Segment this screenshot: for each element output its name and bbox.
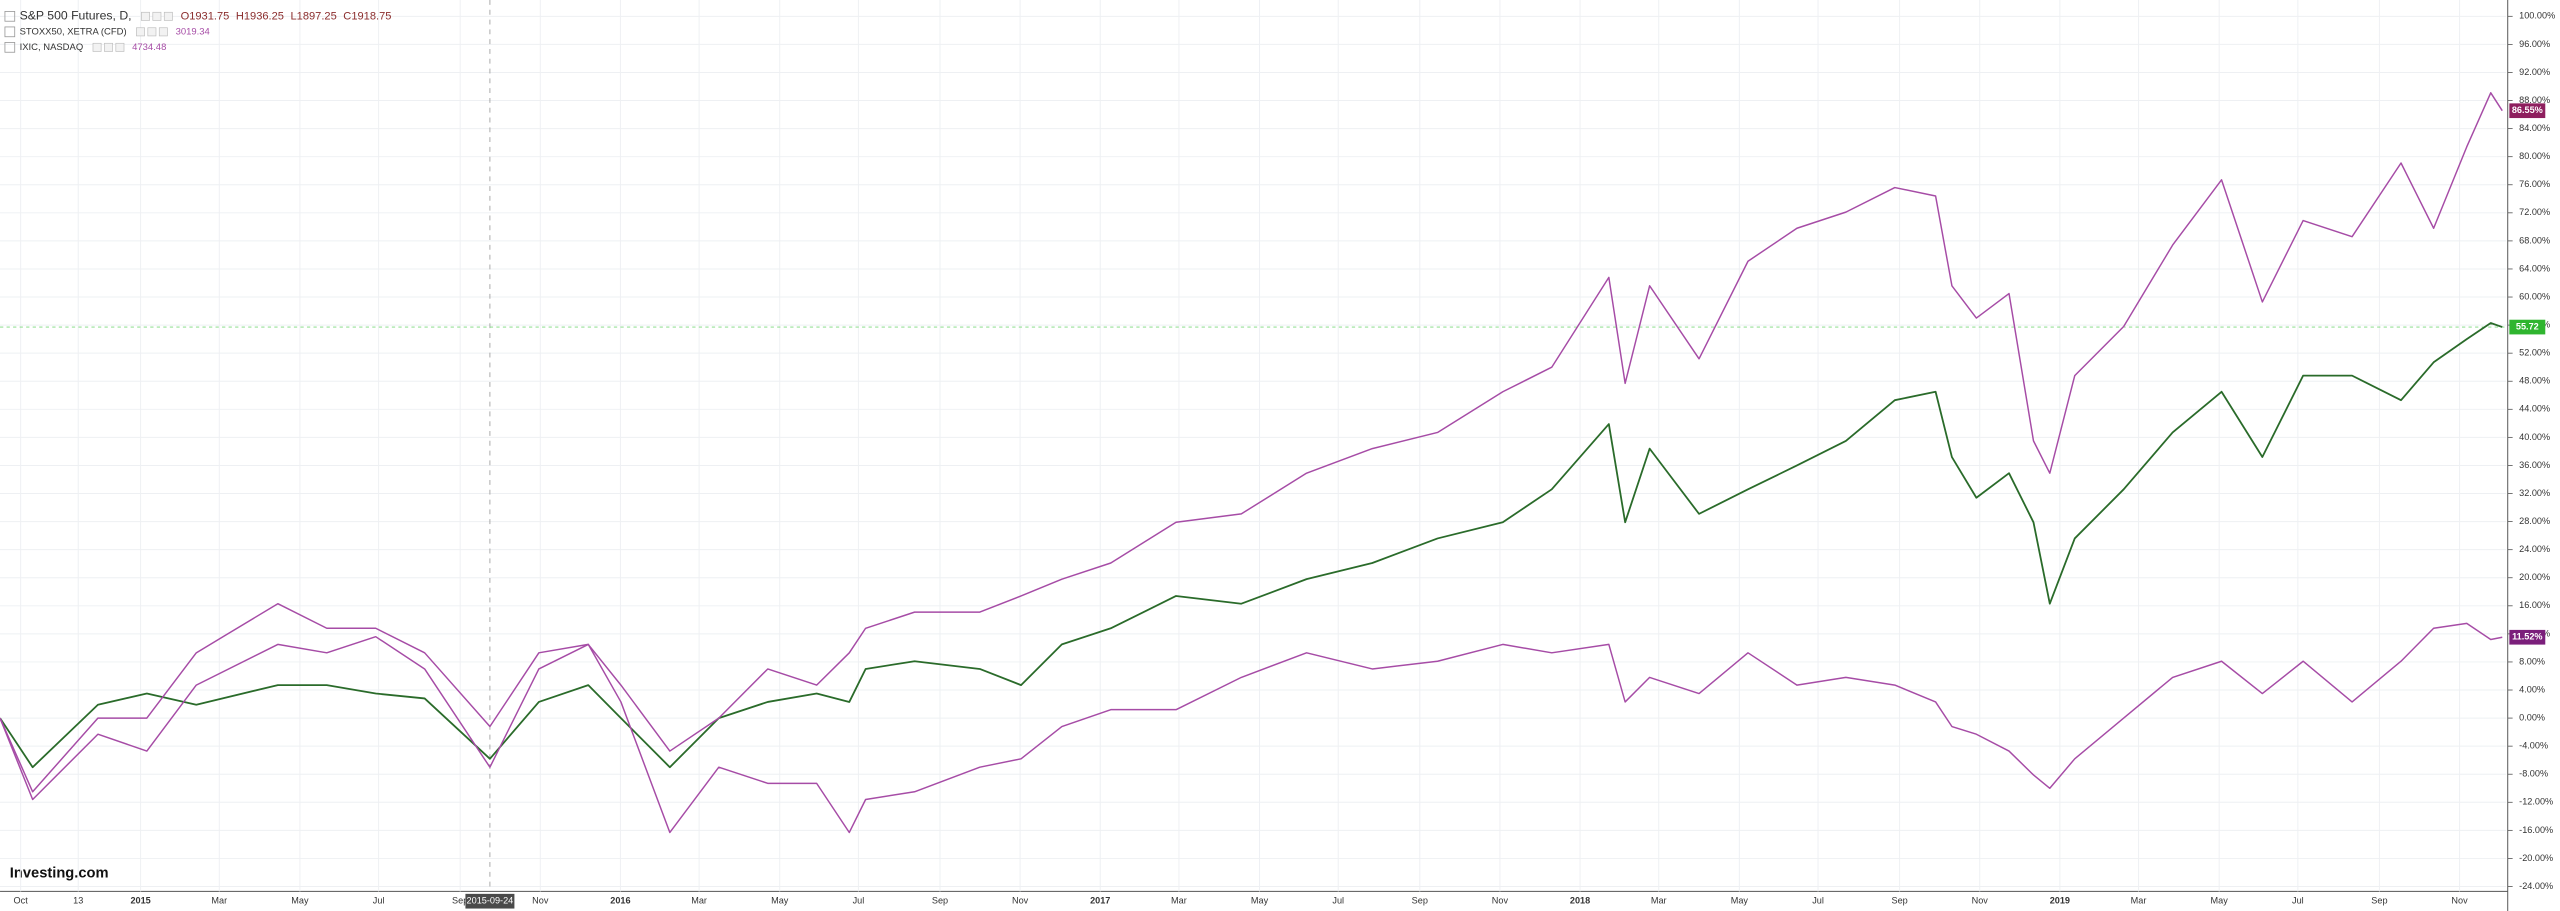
legend-value: 3019.34 — [176, 26, 210, 37]
end-label: 11.52% — [2512, 632, 2542, 642]
legend-toggle[interactable] — [4, 26, 16, 38]
end-label: 55.72 — [2516, 321, 2539, 331]
x-tick-label: 13 — [73, 896, 83, 906]
y-tick-label: -4.00% — [2519, 741, 2548, 751]
y-tick-label: 96.00% — [2519, 39, 2550, 49]
legend-button[interactable] — [152, 11, 162, 21]
x-tick-label: 2018 — [1570, 896, 1590, 906]
y-tick-label: 40.00% — [2519, 432, 2550, 442]
y-tick-label: 88.00% — [2519, 95, 2550, 105]
x-tick-label: May — [2211, 896, 2229, 906]
y-tick-label: -24.00% — [2519, 881, 2553, 891]
series-line — [0, 622, 2503, 834]
legend-button[interactable] — [92, 42, 102, 52]
legend-ohlc: C1918.75 — [343, 10, 391, 22]
y-tick-label: 84.00% — [2519, 123, 2550, 133]
y-tick-label: 76.00% — [2519, 179, 2550, 189]
series-line — [0, 92, 2503, 793]
y-tick-label: 0.00% — [2519, 713, 2545, 723]
y-tick-label: 48.00% — [2519, 376, 2550, 386]
x-tick-label: 2019 — [2050, 896, 2070, 906]
legend-button[interactable] — [141, 11, 150, 21]
legend: S&P 500 Futures, D, O1931.75 H1936.25 L1897… — [4, 9, 391, 53]
x-tick-label: Sep — [452, 896, 468, 906]
x-tick-label: Oct — [14, 896, 29, 906]
y-tick-label: 36.00% — [2519, 460, 2550, 470]
x-tick-label: Sep — [1412, 896, 1428, 906]
legend-name: IXIC, NASDAQ — [20, 42, 84, 53]
legend-button[interactable] — [115, 42, 125, 52]
legend-ohlc: O1931.75 — [181, 10, 230, 22]
x-tick-label: Nov — [532, 896, 549, 906]
legend-button[interactable] — [147, 27, 157, 37]
x-tick-label: May — [1251, 896, 1269, 906]
y-tick-label: 92.00% — [2519, 67, 2550, 77]
x-tick-label: 2015 — [130, 896, 150, 906]
legend-button[interactable] — [163, 11, 173, 21]
legend-name: S&P 500 Futures, D, — [20, 9, 132, 23]
x-tick-label: Sep — [2371, 896, 2387, 906]
x-tick-label: Sep — [1891, 896, 1907, 906]
y-tick-label: 68.00% — [2519, 235, 2550, 245]
legend-value: 4734.48 — [132, 42, 166, 53]
y-tick-label: 16.00% — [2519, 600, 2550, 610]
y-tick-label: 80.00% — [2519, 151, 2550, 161]
y-tick-label: -12.00% — [2519, 797, 2553, 807]
watermark: Investing.com — [10, 865, 109, 881]
y-tick-label: 28.00% — [2519, 516, 2550, 526]
x-tick-label: 2017 — [1090, 896, 1110, 906]
end-label-box — [2509, 103, 2546, 119]
end-label-box — [2509, 629, 2546, 645]
y-tick-label: 60.00% — [2519, 291, 2550, 301]
series-line — [0, 322, 2503, 769]
x-tick-label: Mar — [2131, 896, 2147, 906]
x-tick-label: May — [291, 896, 309, 906]
y-tick-label: -16.00% — [2519, 825, 2553, 835]
x-tick-label: Jul — [2292, 896, 2304, 906]
x-tick-label: Mar — [211, 896, 227, 906]
y-tick-label: 4.00% — [2519, 684, 2545, 694]
x-tick-label: Jul — [853, 896, 865, 906]
y-tick-label: 24.00% — [2519, 544, 2550, 554]
y-tick-label: 44.00% — [2519, 404, 2550, 414]
x-tick-label: Mar — [691, 896, 707, 906]
x-tick-label: May — [771, 896, 789, 906]
end-label: 86.55% — [2512, 105, 2543, 115]
x-tick-label: Nov — [1492, 896, 1509, 906]
legend-name: STOXX50, XETRA (CFD) — [20, 26, 127, 37]
y-tick-label: 8.00% — [2519, 656, 2545, 666]
x-tick-label: Jul — [1812, 896, 1824, 906]
x-tick-label: Nov — [1972, 896, 1989, 906]
y-tick-label: 20.00% — [2519, 572, 2550, 582]
x-tick-label: 2016 — [610, 896, 630, 906]
y-tick-label: -8.00% — [2519, 769, 2548, 779]
legend-button[interactable] — [104, 42, 113, 52]
x-tick-label: Nov — [1012, 896, 1029, 906]
x-tick-label: May — [1731, 896, 1749, 906]
y-tick-label: 52.00% — [2519, 348, 2550, 358]
x-tick-label: Jul — [1332, 896, 1344, 906]
crosshair-label: 2015-09-24 — [467, 896, 514, 906]
y-tick-label: 72.00% — [2519, 207, 2550, 217]
legend-ohlc: H1936.25 — [236, 10, 284, 22]
legend-toggle[interactable] — [4, 42, 16, 53]
x-tick-label: Mar — [1651, 896, 1667, 906]
legend-button[interactable] — [136, 27, 145, 37]
legend-toggle[interactable] — [4, 11, 16, 22]
end-label-box — [2509, 319, 2546, 335]
y-tick-label: 32.00% — [2519, 488, 2550, 498]
y-tick-label: -20.00% — [2519, 853, 2553, 863]
x-tick-label: Sep — [932, 896, 948, 906]
y-tick-label: 100.00% — [2519, 11, 2555, 21]
legend-button[interactable] — [158, 27, 168, 37]
y-tick-label: 64.00% — [2519, 263, 2550, 273]
x-tick-label: Jul — [373, 896, 385, 906]
x-tick-label: Mar — [1171, 896, 1187, 906]
x-tick-label: Nov — [2451, 896, 2468, 906]
legend-ohlc: L1897.25 — [291, 10, 337, 22]
crosshair-label-box — [465, 893, 515, 909]
